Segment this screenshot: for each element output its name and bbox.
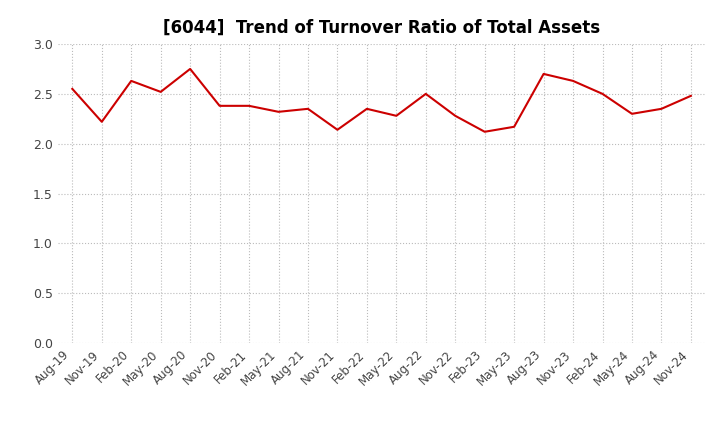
Title: [6044]  Trend of Turnover Ratio of Total Assets: [6044] Trend of Turnover Ratio of Total … xyxy=(163,19,600,37)
